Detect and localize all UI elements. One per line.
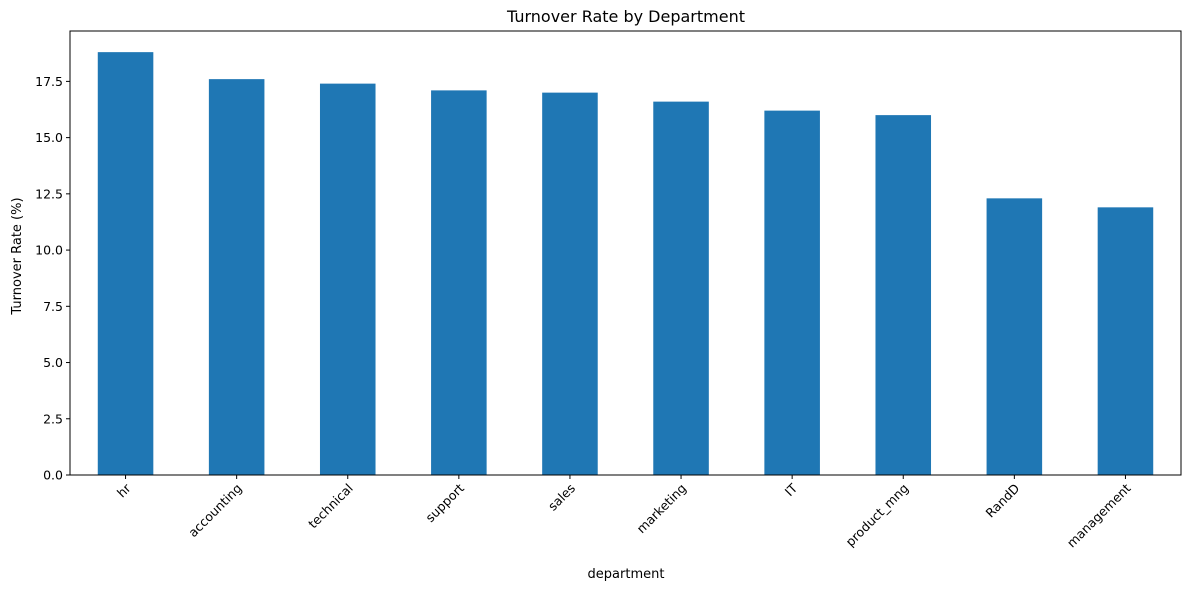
bar-management [1097, 207, 1154, 475]
bar-hr [97, 52, 154, 476]
x-axis-label: department [588, 567, 665, 582]
bar-technical [319, 83, 376, 476]
x-tick-label: hr [114, 480, 134, 500]
x-tick-label: product_mng [843, 481, 912, 550]
x-tick-label: marketing [634, 481, 690, 537]
x-axis-ticks: hr accounting technical support sales marketi… [114, 475, 1134, 550]
bar-IT [764, 110, 820, 475]
y-tick-label: 15.0 [35, 130, 63, 145]
bar-sales [542, 92, 598, 475]
bar-marketing [653, 101, 709, 476]
x-tick-label: accounting [185, 481, 244, 540]
y-tick-label: 10.0 [35, 243, 63, 258]
y-tick-label: 0.0 [43, 468, 63, 483]
chart-title: Turnover Rate by Department [506, 7, 745, 26]
x-tick-label: IT [782, 480, 801, 499]
y-tick-label: 2.5 [43, 411, 63, 426]
bar-RandD [986, 198, 1043, 476]
y-axis-label: Turnover Rate (%) [10, 197, 25, 315]
plot-area-frame [69, 30, 1182, 476]
y-tick-label: 17.5 [35, 74, 63, 89]
bar-accounting [208, 79, 265, 476]
x-tick-label: sales [545, 481, 578, 514]
x-tick-label: technical [305, 481, 356, 532]
x-tick-label: RandD [982, 481, 1022, 521]
bar-product_mng [875, 115, 932, 475]
y-tick-label: 7.5 [43, 299, 63, 314]
y-axis-ticks: 0.0 2.5 5.0 7.5 10.0 12.5 15.0 17.5 [35, 74, 70, 483]
y-tick-label: 12.5 [35, 186, 63, 201]
bar-support [431, 90, 487, 475]
x-tick-label: management [1064, 480, 1134, 550]
x-tick-label: support [422, 480, 467, 525]
y-tick-label: 5.0 [43, 355, 63, 370]
bars [97, 52, 1154, 476]
